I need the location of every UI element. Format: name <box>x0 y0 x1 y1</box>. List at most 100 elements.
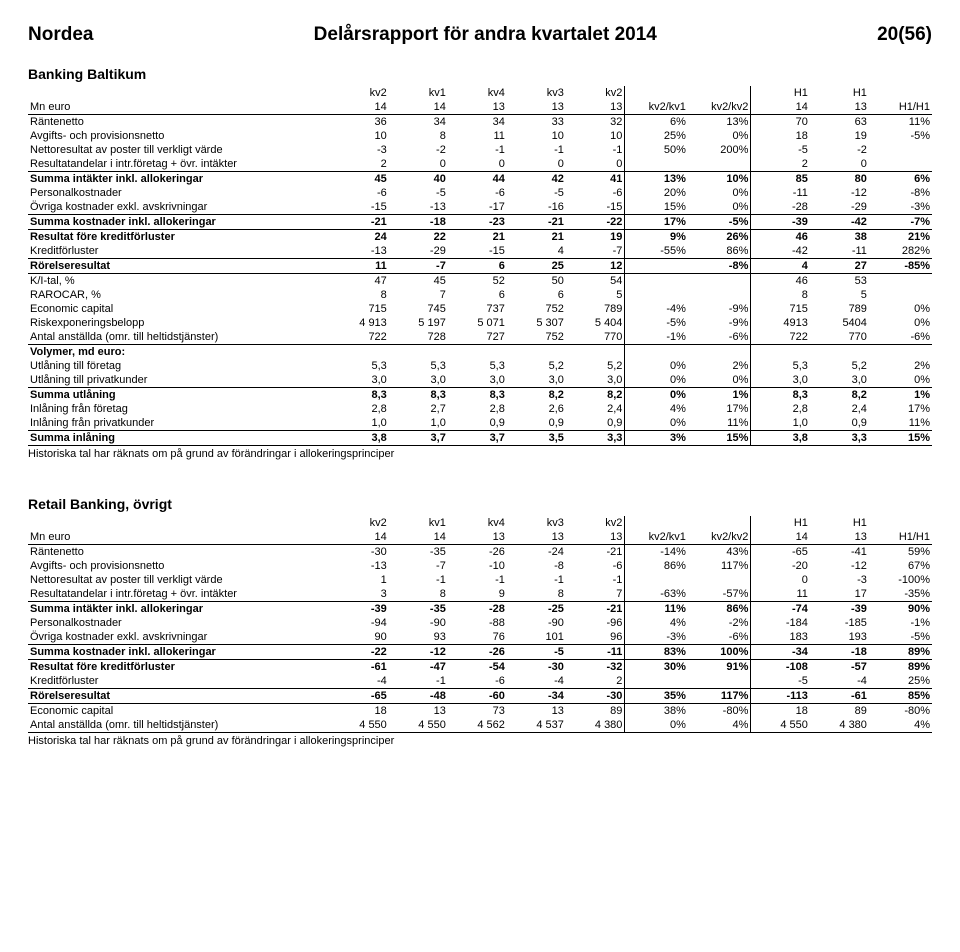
col-header: 14 <box>751 100 810 115</box>
cell: -3% <box>869 200 932 215</box>
table-row: Utlåning till företag5,35,35,35,25,20%2%… <box>28 359 932 373</box>
table-header-row: Mn euro1414131313kv2/kv1kv2/kv21413H1/H1 <box>28 100 932 115</box>
cell: 11% <box>869 115 932 130</box>
cell: 42 <box>507 172 566 187</box>
col-header <box>688 86 751 100</box>
cell: 1 <box>330 573 389 587</box>
cell: 8,3 <box>330 388 389 403</box>
col-header: kv1 <box>389 516 448 530</box>
cell: -23 <box>448 215 507 230</box>
cell: 52 <box>448 274 507 289</box>
cell: 45 <box>330 172 389 187</box>
cell: 2 <box>751 157 810 172</box>
col-header: kv1 <box>389 86 448 100</box>
table-row: Summa kostnader inkl. allokeringar-21-18… <box>28 215 932 230</box>
cell: 3,7 <box>448 431 507 446</box>
cell: -55% <box>625 244 688 259</box>
cell <box>688 573 751 587</box>
cell: 4 550 <box>330 718 389 733</box>
col-header: H1 <box>751 516 810 530</box>
cell: 19 <box>810 129 869 143</box>
cell <box>688 288 751 302</box>
cell: 789 <box>566 302 625 316</box>
row-label: Inlåning från företag <box>28 402 330 416</box>
cell: 9 <box>448 587 507 602</box>
cell: 85 <box>751 172 810 187</box>
cell: 5,3 <box>389 359 448 373</box>
cell: -2 <box>810 143 869 157</box>
cell: 25% <box>625 129 688 143</box>
header-right: 20(56) <box>877 24 932 46</box>
cell: 11% <box>688 416 751 431</box>
cell: 8 <box>389 587 448 602</box>
cell: 10 <box>566 129 625 143</box>
cell: 8 <box>751 288 810 302</box>
cell: -20 <box>751 559 810 573</box>
table-row: Övriga kostnader exkl. avskrivningar9093… <box>28 630 932 645</box>
cell: 4 550 <box>389 718 448 733</box>
cell: -8 <box>507 559 566 573</box>
cell: 25 <box>507 259 566 274</box>
cell: -9% <box>688 316 751 330</box>
cell: 8 <box>330 288 389 302</box>
table-row: Rörelseresultat11-762512-8%427-85% <box>28 259 932 274</box>
cell: 2,6 <box>507 402 566 416</box>
cell: 4 550 <box>751 718 810 733</box>
cell: -113 <box>751 689 810 704</box>
table-row: Kreditförluster-4-1-6-42-5-425% <box>28 674 932 689</box>
cell: -9% <box>688 302 751 316</box>
cell: -11 <box>751 186 810 200</box>
table-row: Summa inlåning3,83,73,73,53,33%15%3,83,3… <box>28 431 932 446</box>
col-header: 13 <box>507 100 566 115</box>
cell: 70 <box>751 115 810 130</box>
cell: -3 <box>810 573 869 587</box>
cell: 86% <box>688 602 751 617</box>
row-label: Utlåning till privatkunder <box>28 373 330 388</box>
cell: 3,8 <box>330 431 389 446</box>
row-label: Utlåning till företag <box>28 359 330 373</box>
cell: -47 <box>389 660 448 675</box>
cell: -29 <box>389 244 448 259</box>
cell: -6% <box>869 330 932 345</box>
row-label: Summa utlåning <box>28 388 330 403</box>
cell: 4% <box>625 616 688 630</box>
cell: -184 <box>751 616 810 630</box>
cell: -57 <box>810 660 869 675</box>
cell: -5 <box>751 143 810 157</box>
cell: 38% <box>625 704 688 719</box>
cell: 47 <box>330 274 389 289</box>
cell: 737 <box>448 302 507 316</box>
cell: 27 <box>810 259 869 274</box>
cell: 63 <box>810 115 869 130</box>
cell: -35 <box>389 545 448 560</box>
cell: 1% <box>688 388 751 403</box>
cell: 2 <box>566 674 625 689</box>
table-row: Antal anställda (omr. till heltidstjänst… <box>28 718 932 733</box>
row-label: Kreditförluster <box>28 244 330 259</box>
cell: -185 <box>810 616 869 630</box>
col-header: 13 <box>810 100 869 115</box>
cell: 17% <box>625 215 688 230</box>
row-label: Summa intäkter inkl. allokeringar <box>28 172 330 187</box>
table-row: Nettoresultat av poster till verkligt vä… <box>28 573 932 587</box>
cell <box>625 674 688 689</box>
cell: -28 <box>751 200 810 215</box>
cell: 0% <box>625 359 688 373</box>
cell: -7% <box>869 215 932 230</box>
cell: -74 <box>751 602 810 617</box>
cell: 11 <box>330 259 389 274</box>
row-label: RAROCAR, % <box>28 288 330 302</box>
header-label: Mn euro <box>28 100 330 115</box>
cell: 11% <box>869 416 932 431</box>
cell: -35 <box>389 602 448 617</box>
cell: 50 <box>507 274 566 289</box>
cell: 17% <box>688 402 751 416</box>
cell: 5 <box>810 288 869 302</box>
cell: 0% <box>625 718 688 733</box>
cell: 0 <box>507 157 566 172</box>
cell <box>625 345 688 360</box>
table-row: Resultatandelar i intr.företag + övr. in… <box>28 157 932 172</box>
cell <box>688 157 751 172</box>
row-label: Avgifts- och provisionsnetto <box>28 559 330 573</box>
cell: -10 <box>448 559 507 573</box>
